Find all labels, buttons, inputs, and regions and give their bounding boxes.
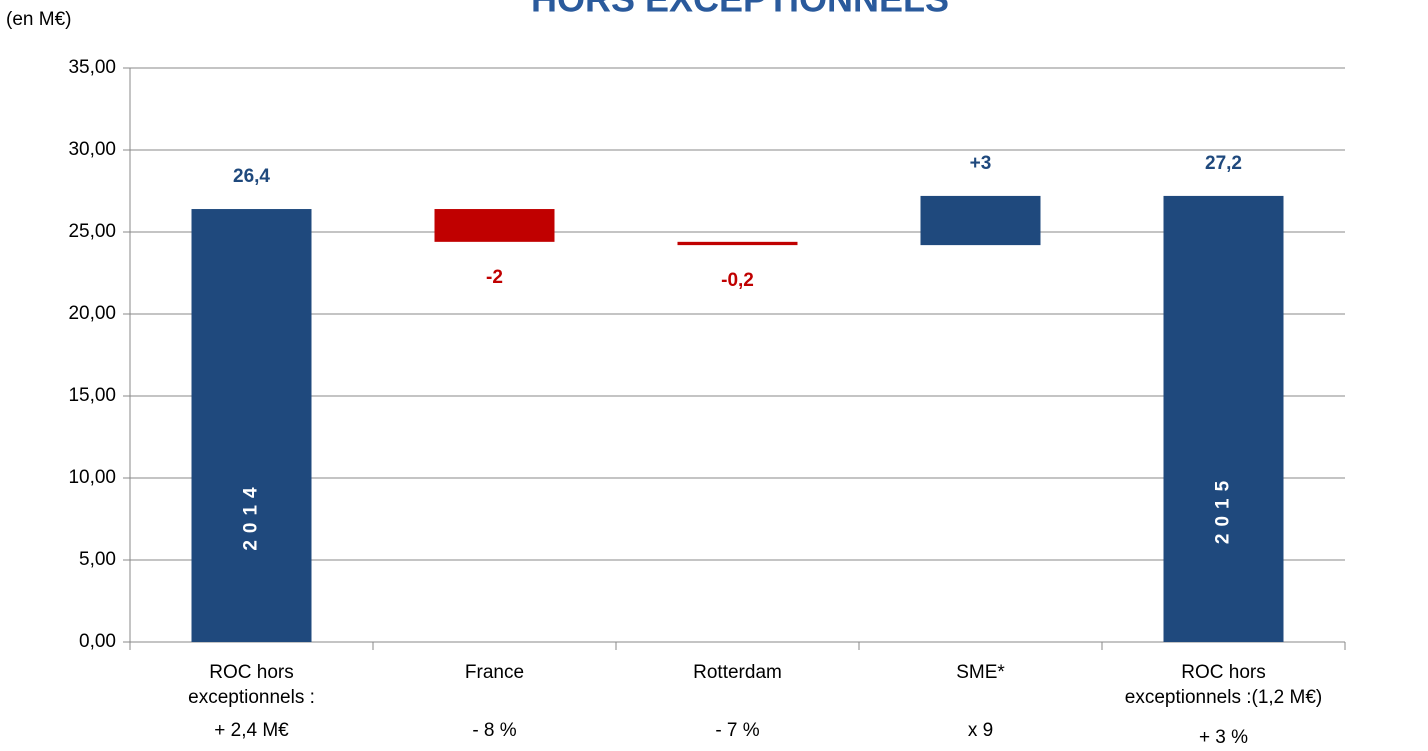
chart-title: HORS EXCEPTIONNELS bbox=[531, 0, 949, 20]
bar-text: 2015 bbox=[1213, 474, 1234, 544]
y-tick-label: 35,00 bbox=[68, 57, 116, 78]
bar bbox=[191, 209, 312, 643]
value-label: 26,4 bbox=[233, 166, 270, 187]
y-tick-label: 20,00 bbox=[68, 303, 116, 324]
y-tick-label: 15,00 bbox=[68, 385, 116, 406]
category-note: - 8 % bbox=[472, 720, 516, 741]
bar-text: 2014 bbox=[241, 480, 262, 550]
y-tick-label: 0,00 bbox=[79, 631, 116, 652]
bar bbox=[1163, 195, 1284, 643]
bar bbox=[677, 241, 798, 246]
x-tick-label: ROC hors bbox=[209, 662, 293, 683]
category-note: + 3 % bbox=[1199, 727, 1248, 748]
bar bbox=[434, 209, 555, 242]
x-tick-label: France bbox=[465, 662, 524, 683]
x-tick-label: exceptionnels :(1,2 M€) bbox=[1125, 687, 1323, 708]
x-tick-label: SME* bbox=[956, 662, 1005, 683]
y-tick-label: 30,00 bbox=[68, 139, 116, 160]
x-tick-label: ROC hors bbox=[1181, 662, 1265, 683]
value-label: 27,2 bbox=[1205, 153, 1242, 174]
value-label: -0,2 bbox=[721, 270, 754, 291]
unit-label: (en M€) bbox=[6, 9, 71, 30]
category-note: + 2,4 M€ bbox=[214, 720, 289, 741]
y-tick-label: 10,00 bbox=[68, 467, 116, 488]
value-label: +3 bbox=[970, 153, 992, 174]
category-note: - 7 % bbox=[715, 720, 759, 741]
x-tick-label: exceptionnels : bbox=[188, 687, 315, 708]
x-tick-label: Rotterdam bbox=[693, 662, 782, 683]
category-note: x 9 bbox=[968, 720, 993, 741]
bar bbox=[920, 195, 1041, 246]
y-tick-label: 5,00 bbox=[79, 549, 116, 570]
y-tick-label: 25,00 bbox=[68, 221, 116, 242]
value-label: -2 bbox=[486, 267, 503, 288]
